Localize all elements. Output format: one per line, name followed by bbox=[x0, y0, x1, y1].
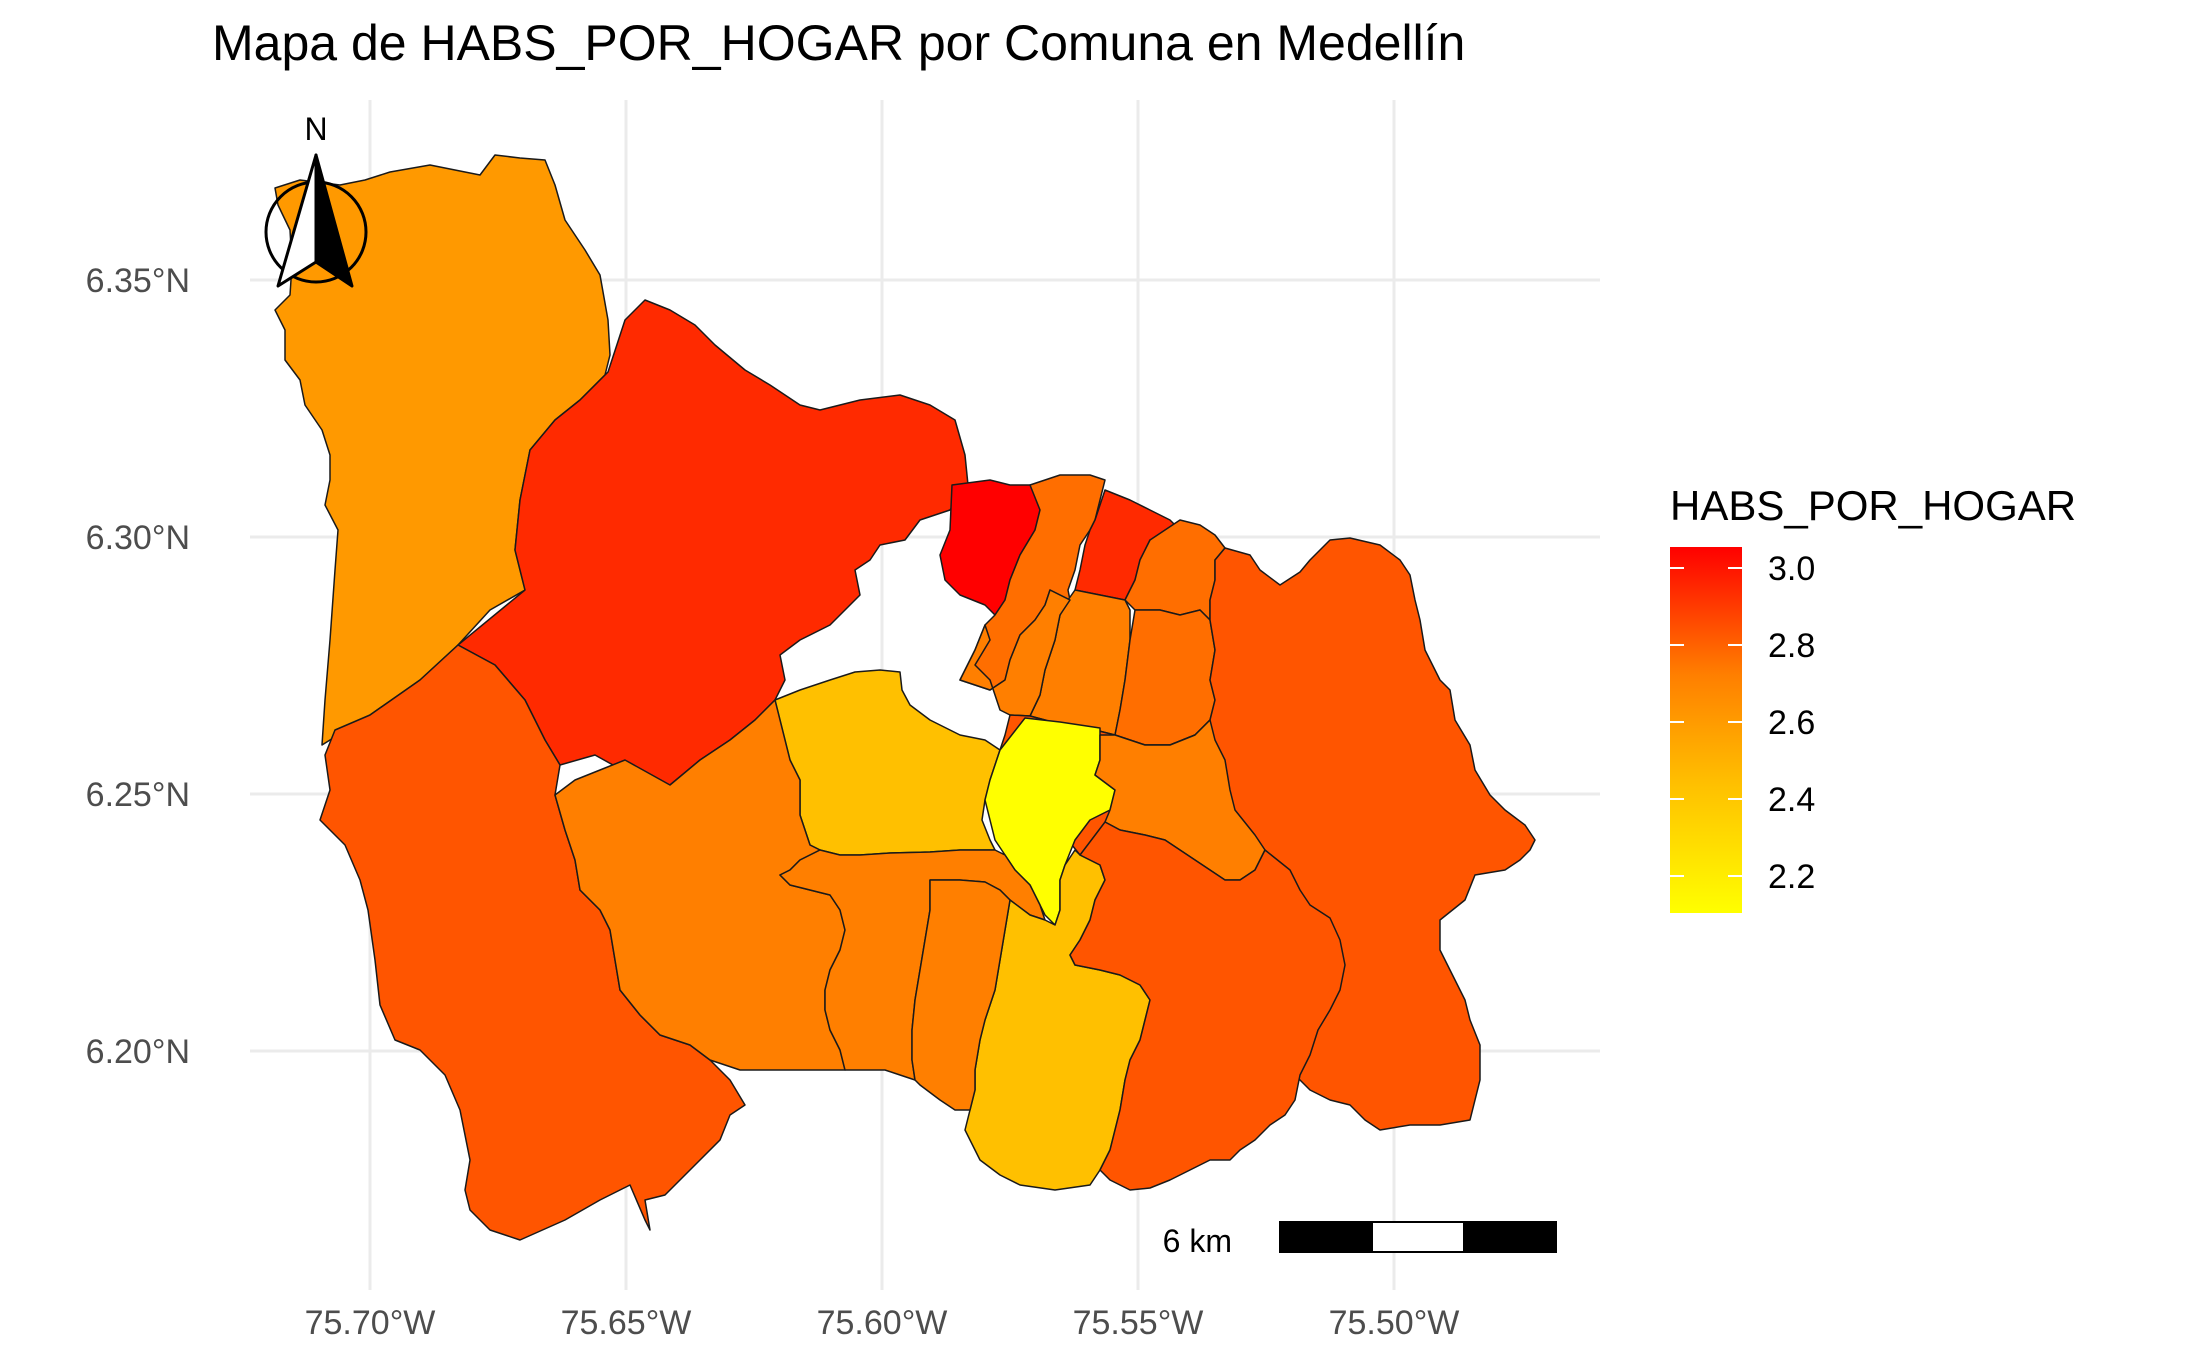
legend: HABS_POR_HOGAR 3.0 2.8 2.6 2.4 2.2 bbox=[1670, 482, 2076, 913]
legend-tick-label: 2.8 bbox=[1768, 627, 1815, 665]
scale-bar-segment-2 bbox=[1371, 1221, 1465, 1253]
comuna-northwest bbox=[274, 154, 611, 746]
x-tick-label: 75.50°W bbox=[1329, 1304, 1460, 1342]
x-tick-label: 75.55°W bbox=[1073, 1304, 1204, 1342]
north-arrow-right-half bbox=[314, 153, 354, 288]
comuna-south-central-2 bbox=[911, 879, 1011, 1111]
north-arrow-left-half bbox=[276, 153, 318, 288]
comuna-center-west bbox=[774, 669, 1001, 856]
x-axis: 75.70°W 75.65°W 75.60°W 75.55°W 75.50°W bbox=[305, 1304, 1460, 1342]
scale-bar-label: 6 km bbox=[1163, 1223, 1232, 1259]
legend-tick-label: 2.6 bbox=[1768, 704, 1815, 742]
north-arrow-label: N bbox=[304, 111, 327, 147]
y-tick-label: 6.20°N bbox=[86, 1033, 190, 1071]
y-tick-label: 6.35°N bbox=[86, 262, 190, 300]
x-tick-label: 75.70°W bbox=[305, 1304, 436, 1342]
comuna-south-east bbox=[1069, 821, 1346, 1191]
comunas-layer bbox=[274, 154, 1536, 1241]
x-tick-label: 75.60°W bbox=[817, 1304, 948, 1342]
legend-tick-label: 3.0 bbox=[1768, 550, 1815, 588]
map-title: Mapa de HABS_POR_HOGAR por Comuna en Med… bbox=[212, 15, 1466, 71]
x-tick-label: 75.65°W bbox=[561, 1304, 692, 1342]
comuna-central-north-2 bbox=[959, 589, 1071, 717]
legend-tick-label: 2.2 bbox=[1768, 858, 1815, 896]
north-arrow: N bbox=[264, 111, 368, 288]
scale-bar: 6 km bbox=[1163, 1221, 1557, 1259]
legend-title: HABS_POR_HOGAR bbox=[1670, 482, 2076, 529]
y-axis: 6.35°N 6.30°N 6.25°N 6.20°N bbox=[86, 262, 190, 1071]
legend-tick-label: 2.4 bbox=[1768, 781, 1815, 819]
legend-colorbar bbox=[1670, 547, 1742, 913]
scale-bar-segment-1 bbox=[1279, 1221, 1373, 1253]
y-tick-label: 6.30°N bbox=[86, 519, 190, 557]
y-tick-label: 6.25°N bbox=[86, 776, 190, 814]
scale-bar-segment-3 bbox=[1463, 1221, 1557, 1253]
